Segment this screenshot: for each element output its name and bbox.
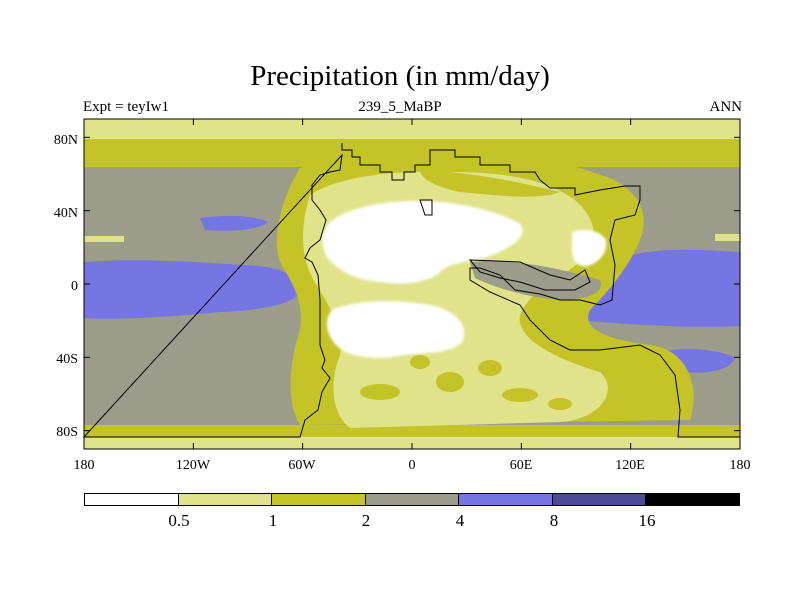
colorbar-cell-3 — [365, 494, 460, 505]
lat-tick-40n: 40N — [53, 206, 78, 221]
colorbar-label-1: 1 — [268, 511, 278, 530]
page-title: Precipitation (in mm/day) — [250, 60, 550, 92]
lon-tick-120e: 120E — [615, 458, 645, 473]
field-olive-north-band — [420, 170, 560, 197]
colorbar-label-2: 2 — [361, 511, 371, 530]
colorbar-cell-6 — [646, 494, 740, 505]
colorbar-cell-2 — [272, 494, 366, 505]
colorbar-cell-1 — [178, 494, 273, 505]
field-blue-nw-patch — [200, 215, 268, 231]
field-white-north — [322, 200, 523, 284]
colorbar-cell-0 — [85, 494, 179, 505]
map-ticks — [83, 119, 741, 449]
lon-tick-0: 0 — [408, 458, 416, 473]
lon-tick-60e: 60E — [509, 458, 533, 473]
experiment-label: Expt = teyIw1 — [83, 99, 169, 115]
field-north-pale — [84, 119, 740, 139]
colorbar-cell-5 — [552, 494, 647, 505]
lon-tick-180w: 180 — [73, 458, 95, 473]
colorbar-label-0-5: 0.5 — [168, 511, 190, 530]
season-label: ANN — [709, 99, 743, 115]
colorbar-cell-4 — [459, 494, 553, 505]
field-white-south — [327, 301, 465, 358]
precip-field — [84, 119, 740, 449]
lat-tick-80s: 80S — [56, 425, 78, 440]
lon-tick-180e: 180 — [729, 458, 751, 473]
lat-tick-80n: 80N — [53, 133, 78, 148]
field-pale-20n-east — [715, 234, 740, 241]
field-blue-west-tropics — [84, 260, 300, 319]
lon-tick-60w: 60W — [288, 458, 316, 473]
field-white-east — [572, 230, 607, 267]
lat-tick-0: 0 — [71, 279, 78, 294]
lon-tick-120w: 120W — [175, 458, 211, 473]
period-label: 239_5_MaBP — [358, 99, 442, 115]
colorbar-label-4: 4 — [455, 511, 465, 530]
field-pale-20n-west — [84, 236, 124, 242]
lat-tick-40s: 40S — [56, 352, 78, 367]
colorbar-label-8: 8 — [549, 511, 559, 530]
field-south-blobs — [360, 355, 572, 410]
landmass-outline — [82, 143, 740, 438]
colorbar — [84, 493, 740, 506]
colorbar-label-16: 16 — [638, 511, 656, 530]
